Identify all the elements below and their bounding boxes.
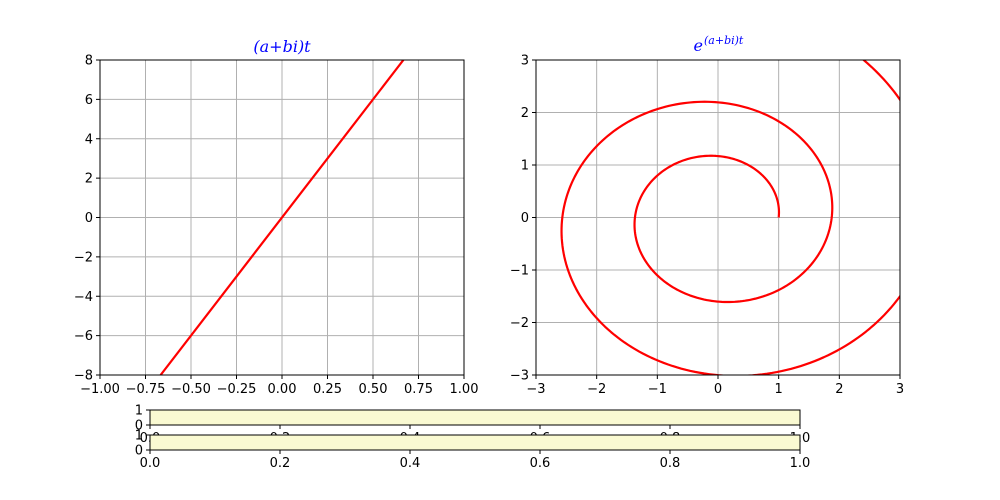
x-tick-label: 1.00 (450, 382, 479, 397)
y-tick-label: 0 (85, 211, 93, 226)
x-tick-label: −0.75 (126, 382, 166, 397)
x-tick-label: −0.25 (217, 382, 257, 397)
chart-linear-title: (a+bi)t (253, 37, 311, 56)
slider-a-y-axis: 01 (135, 404, 150, 434)
x-tick-label: −2 (587, 382, 606, 397)
y-tick-label: 4 (85, 132, 93, 147)
x-tick-label: −1 (648, 382, 667, 397)
chart-linear-y-axis: −8 −6 −4 −2 0 2 4 6 8 (74, 54, 100, 384)
x-tick-label: −3 (526, 382, 545, 397)
y-tick-label: 2 (85, 172, 93, 187)
chart-exponential-grid (535, 59, 901, 376)
x-tick-label: 0.00 (268, 382, 297, 397)
slider-y-tick-label: 1 (135, 404, 143, 419)
slider-b-y-axis: 01 (135, 429, 150, 459)
chart-exponential-title-superscript: (a+bi)t (704, 34, 744, 47)
chart-linear-x-axis: −1.00 −0.75 −0.50 −0.25 0.00 0.25 0.50 0.75 1.00 (80, 375, 478, 397)
slider-x-tick-label: 0.6 (530, 456, 551, 471)
chart-linear: −1.00 −0.75 −0.50 −0.25 0.00 0.25 0.50 0.75 1.00… (74, 37, 479, 397)
y-tick-label: −4 (74, 290, 93, 305)
y-tick-label: −6 (74, 329, 93, 344)
slider-x-tick-label: 0.8 (660, 456, 681, 471)
slider-x-tick-label: 0.0 (140, 456, 161, 471)
x-tick-label: 0 (714, 382, 722, 397)
chart-exponential-y-axis: −3 −2 −1 0 1 2 3 (510, 54, 536, 384)
series-line (159, 60, 405, 375)
y-tick-label: −8 (74, 369, 93, 384)
x-tick-label: 0.25 (313, 382, 342, 397)
slider-b[interactable]: 01 0.0 0.2 0.4 0.6 0.8 1.0 (135, 429, 811, 472)
x-tick-label: 2 (835, 382, 843, 397)
x-tick-label: −1.00 (80, 382, 120, 397)
x-tick-label: −0.50 (171, 382, 211, 397)
slider-y-tick-label: 1 (135, 429, 143, 444)
x-tick-label: 3 (896, 382, 904, 397)
y-tick-label: −3 (510, 369, 529, 384)
y-tick-label: 3 (521, 54, 529, 69)
y-tick-label: 1 (521, 159, 529, 174)
x-tick-label: 0.50 (359, 382, 388, 397)
x-tick-label: 1 (775, 382, 783, 397)
y-tick-label: 2 (521, 106, 529, 121)
chart-exponential-title: e (694, 36, 703, 55)
slider-y-tick-label: 0 (135, 444, 143, 459)
y-tick-label: 8 (85, 54, 93, 69)
slider-y-tick-label: 0 (135, 419, 143, 434)
chart-linear-series (159, 60, 405, 375)
y-tick-label: −2 (510, 316, 529, 331)
slider-a-track[interactable] (149, 409, 801, 426)
y-tick-label: −2 (74, 250, 93, 265)
slider-b-x-axis: 0.0 0.2 0.4 0.6 0.8 1.0 (140, 450, 811, 471)
y-tick-label: 0 (521, 211, 529, 226)
y-tick-label: −1 (510, 264, 529, 279)
chart-exponential-x-axis: −3 −2 −1 0 1 2 3 (526, 375, 904, 397)
slider-x-tick-label: 0.2 (270, 456, 291, 471)
y-tick-label: 6 (85, 93, 93, 108)
slider-b-track[interactable] (149, 434, 801, 451)
slider-x-tick-label: 1.0 (790, 456, 811, 471)
slider-x-tick-label: 0.4 (400, 456, 421, 471)
x-tick-label: 0.75 (404, 382, 433, 397)
